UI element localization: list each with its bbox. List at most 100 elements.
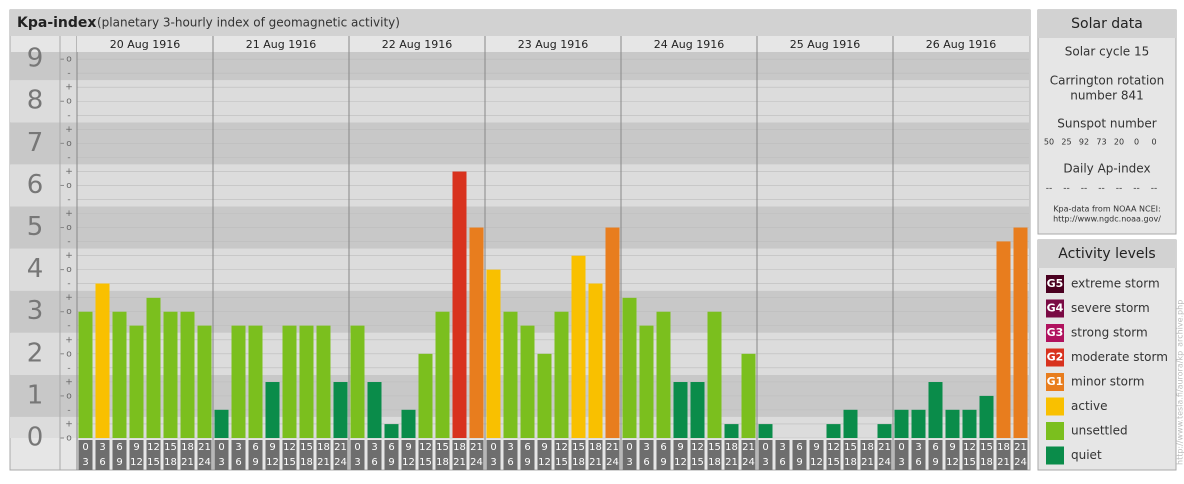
level-swatch — [1046, 422, 1064, 440]
hour-label: 3 — [762, 457, 768, 468]
minor-label: - — [67, 405, 70, 415]
hour-label: 6 — [99, 457, 105, 468]
minor-label: o — [66, 97, 72, 107]
sunspot-value: 73 — [1096, 138, 1106, 147]
y-tick-label: 4 — [27, 254, 44, 284]
hour-label: 6 — [932, 442, 938, 453]
hour-label: 12 — [402, 457, 415, 468]
hour-label: 12 — [691, 442, 704, 453]
level-code: G1 — [1047, 375, 1064, 388]
hour-label: 18 — [980, 457, 993, 468]
ap-value: -- — [1116, 184, 1123, 194]
hour-label: 0 — [218, 442, 224, 453]
level-name: strong storm — [1071, 326, 1148, 340]
level-name: extreme storm — [1071, 277, 1160, 291]
bar — [606, 228, 620, 438]
hour-label: 15 — [419, 457, 432, 468]
hour-label: 21 — [198, 442, 211, 453]
hour-label: 15 — [164, 442, 177, 453]
y-tick-label: 5 — [27, 212, 44, 242]
level-swatch — [1046, 398, 1064, 416]
bar — [96, 284, 110, 438]
hour-label: 0 — [762, 442, 768, 453]
bar — [1014, 228, 1028, 438]
day-label: 23 Aug 1916 — [518, 38, 588, 51]
bar — [147, 298, 161, 438]
hour-label: 9 — [796, 457, 802, 468]
hour-label: 18 — [300, 457, 313, 468]
ap-value: -- — [1081, 184, 1088, 194]
hour-label: 6 — [915, 457, 921, 468]
bar — [402, 410, 416, 438]
hour-label: 12 — [266, 457, 279, 468]
minor-label: - — [67, 69, 70, 79]
minor-label: o — [66, 181, 72, 191]
sunspot-value: 20 — [1114, 138, 1124, 147]
hour-label: 18 — [436, 457, 449, 468]
hour-label: 24 — [1014, 457, 1027, 468]
hour-label: 9 — [252, 457, 258, 468]
y-tick-label: 6 — [27, 170, 44, 200]
hour-label: 12 — [674, 457, 687, 468]
hour-label: 12 — [130, 457, 143, 468]
ap-title: Daily Ap-index — [1063, 162, 1150, 176]
hour-label: 12 — [147, 442, 160, 453]
bar — [453, 172, 467, 438]
bar — [385, 424, 399, 438]
bar — [368, 382, 382, 438]
bar — [640, 326, 654, 438]
hour-label: 6 — [252, 442, 258, 453]
minor-label: - — [67, 363, 70, 373]
bar — [946, 410, 960, 438]
bar — [487, 270, 501, 438]
hour-label: 12 — [810, 457, 823, 468]
hour-label: 21 — [1014, 442, 1027, 453]
bar — [198, 326, 212, 438]
hour-label: 3 — [779, 442, 785, 453]
hour-label: 9 — [405, 442, 411, 453]
level-code: G2 — [1047, 351, 1064, 364]
hour-label: 24 — [606, 457, 619, 468]
bar — [215, 410, 229, 438]
bar — [572, 256, 586, 438]
hour-label: 12 — [538, 457, 551, 468]
bar — [419, 354, 433, 438]
hour-label: 15 — [691, 457, 704, 468]
minor-label: - — [67, 321, 70, 331]
hour-label: 24 — [198, 457, 211, 468]
hour-label: 15 — [147, 457, 160, 468]
minor-label: o — [66, 434, 72, 444]
y-tick-label: 8 — [27, 86, 44, 116]
hour-label: 18 — [453, 442, 466, 453]
hour-label: 21 — [181, 457, 194, 468]
hour-label: 24 — [878, 457, 891, 468]
hour-label: 3 — [371, 442, 377, 453]
hour-label: 21 — [453, 457, 466, 468]
hour-label: 3 — [507, 442, 513, 453]
hour-label: 21 — [470, 442, 483, 453]
hour-label: 18 — [844, 457, 857, 468]
hour-label: 6 — [643, 457, 649, 468]
hour-label: 24 — [742, 457, 755, 468]
level-name: minor storm — [1071, 375, 1144, 389]
hour-label: 15 — [436, 442, 449, 453]
day-label: 21 Aug 1916 — [246, 38, 316, 51]
level-code: G5 — [1047, 277, 1064, 290]
carrington: Carrington rotation — [1050, 74, 1164, 88]
minor-label: + — [65, 167, 73, 177]
bar — [878, 424, 892, 438]
bar — [827, 424, 841, 438]
bar — [725, 424, 739, 438]
hour-label: 3 — [490, 457, 496, 468]
ap-value: -- — [1151, 184, 1158, 194]
minor-label: + — [65, 251, 73, 261]
hour-label: 15 — [555, 457, 568, 468]
minor-label: o — [66, 391, 72, 401]
hour-label: 0 — [82, 442, 88, 453]
hour-label: 6 — [524, 442, 530, 453]
hour-label: 12 — [419, 442, 432, 453]
hour-label: 6 — [388, 442, 394, 453]
hour-label: 21 — [589, 457, 602, 468]
hour-label: 21 — [997, 457, 1010, 468]
day-label: 26 Aug 1916 — [926, 38, 996, 51]
